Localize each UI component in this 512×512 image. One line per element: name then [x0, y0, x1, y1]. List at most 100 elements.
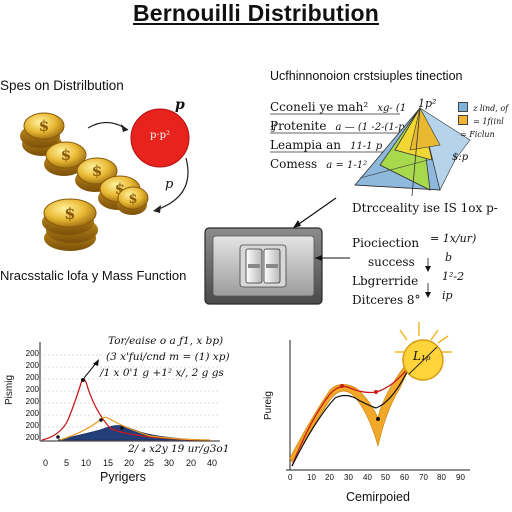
switch-row-label: success: [368, 255, 415, 269]
probability-circle: [130, 108, 190, 168]
switch-row-label: Ditceres 8°: [352, 293, 421, 307]
switch-row-label: Piociection: [352, 236, 420, 250]
left-chart-annotation: 2/ ₄ x2y 19 ur/g3o1: [128, 443, 230, 455]
legend-item: = 1f(inl: [458, 109, 512, 126]
prism-caption: Dtrcceality ise IS 1ox p-: [352, 201, 498, 215]
svg-text:$: $: [61, 146, 71, 164]
svg-text:$: $: [128, 192, 137, 207]
formula-row-label: Comess: [270, 157, 318, 171]
switch-table: Piociection = 1x/ur) success b Lbgrerrid…: [352, 232, 512, 308]
legend-item: z lind, of: [458, 96, 512, 113]
x-tick-label: 20: [186, 458, 197, 468]
right-chart-xlabel: Cemirpoied: [346, 490, 410, 504]
x-tick-label: 0: [288, 473, 293, 482]
x-tick-label: 0: [43, 458, 49, 468]
legend-swatch: [458, 101, 468, 112]
x-tick-label: 20: [325, 473, 334, 482]
arrow-to-switch: [295, 197, 337, 227]
y-tick-label: 200: [25, 385, 39, 394]
formula-row-value: xg- (1 ·j: [270, 103, 407, 133]
x-tick-label: 50: [381, 473, 390, 482]
p-label-mid: p: [165, 177, 174, 192]
switch-row-value: ip: [442, 289, 453, 302]
x-tick-label: 5: [64, 458, 70, 468]
legend-item: = Ficlun: [458, 122, 512, 139]
p-label-top: p: [175, 97, 185, 113]
legend: z lind, of = 1f(inl = Ficlun: [458, 96, 512, 139]
page-title: Bernouilli Distribution: [132, 0, 380, 26]
right-chart-black-curve: [291, 369, 409, 467]
left-chart-annotation: /1 x 0'1 g +1² x/, 2 g gs: [100, 367, 224, 379]
left-panel-heading: Spes on Distrilbution: [0, 78, 124, 93]
x-tick-label: 30: [164, 458, 175, 468]
formula-row: Comess a = 1-1²: [270, 153, 415, 172]
right-panel-heading: Ucfhinnonoion crstsiuples tinection: [270, 69, 463, 83]
y-tick-label: 200: [25, 421, 39, 430]
sun-label: L₁ₚ: [413, 349, 431, 363]
left-chart-blue-area: [57, 425, 201, 441]
x-tick-label: 20: [124, 458, 135, 468]
y-tick-label: 200: [25, 409, 39, 418]
formula-row-label: Protenite: [270, 119, 327, 133]
x-tick-label: 15: [103, 458, 114, 468]
left-chart-xlabel: Pyrigers: [100, 470, 146, 484]
switch-row-value: = 1x/ur): [430, 232, 477, 245]
legend-label: = Ficlun: [460, 130, 495, 139]
x-tick-label: 80: [437, 473, 446, 482]
formula-row-value: a — (1 -2-(1-p: [335, 122, 405, 133]
left-chart-annotation: (3 x'fui/cnd m = (1) xp): [106, 351, 230, 363]
coin-single-icon: $: [117, 186, 149, 215]
coin-stack-5-icon: $: [42, 198, 98, 251]
formula-table: Cconeli ye mah² xg- (1 ·j Protenite a — …: [270, 96, 415, 172]
switch-row-label: Lbgrerride: [352, 274, 419, 288]
left-panel-footer: Nracsstalic lofa y Mass Function: [0, 268, 187, 283]
sun-icon: [395, 322, 452, 381]
right-chart-red-curve: [291, 365, 411, 467]
formula-row-label: Cconeli ye mah²: [270, 100, 369, 114]
formula-row: Leampia an 11-1 p: [270, 134, 415, 153]
x-tick-label: 60: [400, 473, 409, 482]
x-tick-label: 10: [81, 458, 92, 468]
y-tick-label: 200: [25, 361, 39, 370]
x-tick-label: 70: [419, 473, 428, 482]
arrow-from-circle: [155, 157, 189, 211]
left-chart-orange-curve: [59, 416, 211, 441]
y-tick-label: 200: [25, 397, 39, 406]
x-tick-label: 10: [307, 473, 316, 482]
y-tick-label: 200: [25, 349, 39, 358]
switch-row: Ditceres 8° ip: [352, 289, 512, 308]
formula-row: Cconeli ye mah² xg- (1 ·j: [270, 96, 415, 133]
switch-row: Piociection = 1x/ur): [352, 232, 512, 251]
switch-row: success b: [352, 251, 512, 270]
left-chart-annotation: Tor/eaise o a ƒ1, x bp): [108, 335, 224, 347]
switch-row: Lbgrerride 1²-2: [352, 270, 512, 289]
coin-stack-2-icon: $: [44, 141, 87, 176]
circle-label: p·p²: [150, 130, 170, 141]
prism-label-top: 1p²: [418, 97, 437, 110]
x-tick-label: 40: [363, 473, 372, 482]
prism-side-label: $:p: [452, 152, 469, 163]
legend-label: z lind, of: [473, 104, 509, 113]
svg-text:$: $: [39, 117, 49, 135]
svg-text:$: $: [115, 180, 125, 198]
x-tick-label: 25: [144, 458, 155, 468]
formula-row-value: 11-1 p: [350, 141, 383, 152]
y-tick-label: 200: [25, 373, 39, 382]
right-chart-orange-band: [289, 361, 413, 463]
formula-row-label: Leampia an: [270, 138, 341, 152]
switch-row-value: 1²-2: [442, 270, 465, 283]
legend-swatch: [458, 114, 468, 125]
switch-row-value: b: [445, 251, 453, 264]
svg-text:$: $: [92, 162, 102, 180]
right-chart-ylabel: Pureig: [263, 391, 274, 420]
formula-row-value: a = 1-1²: [326, 160, 368, 171]
x-tick-label: 40: [207, 458, 218, 468]
x-tick-label: 30: [344, 473, 353, 482]
left-chart-yticks: 200 200 200 200 200 200 200 200: [13, 349, 39, 445]
